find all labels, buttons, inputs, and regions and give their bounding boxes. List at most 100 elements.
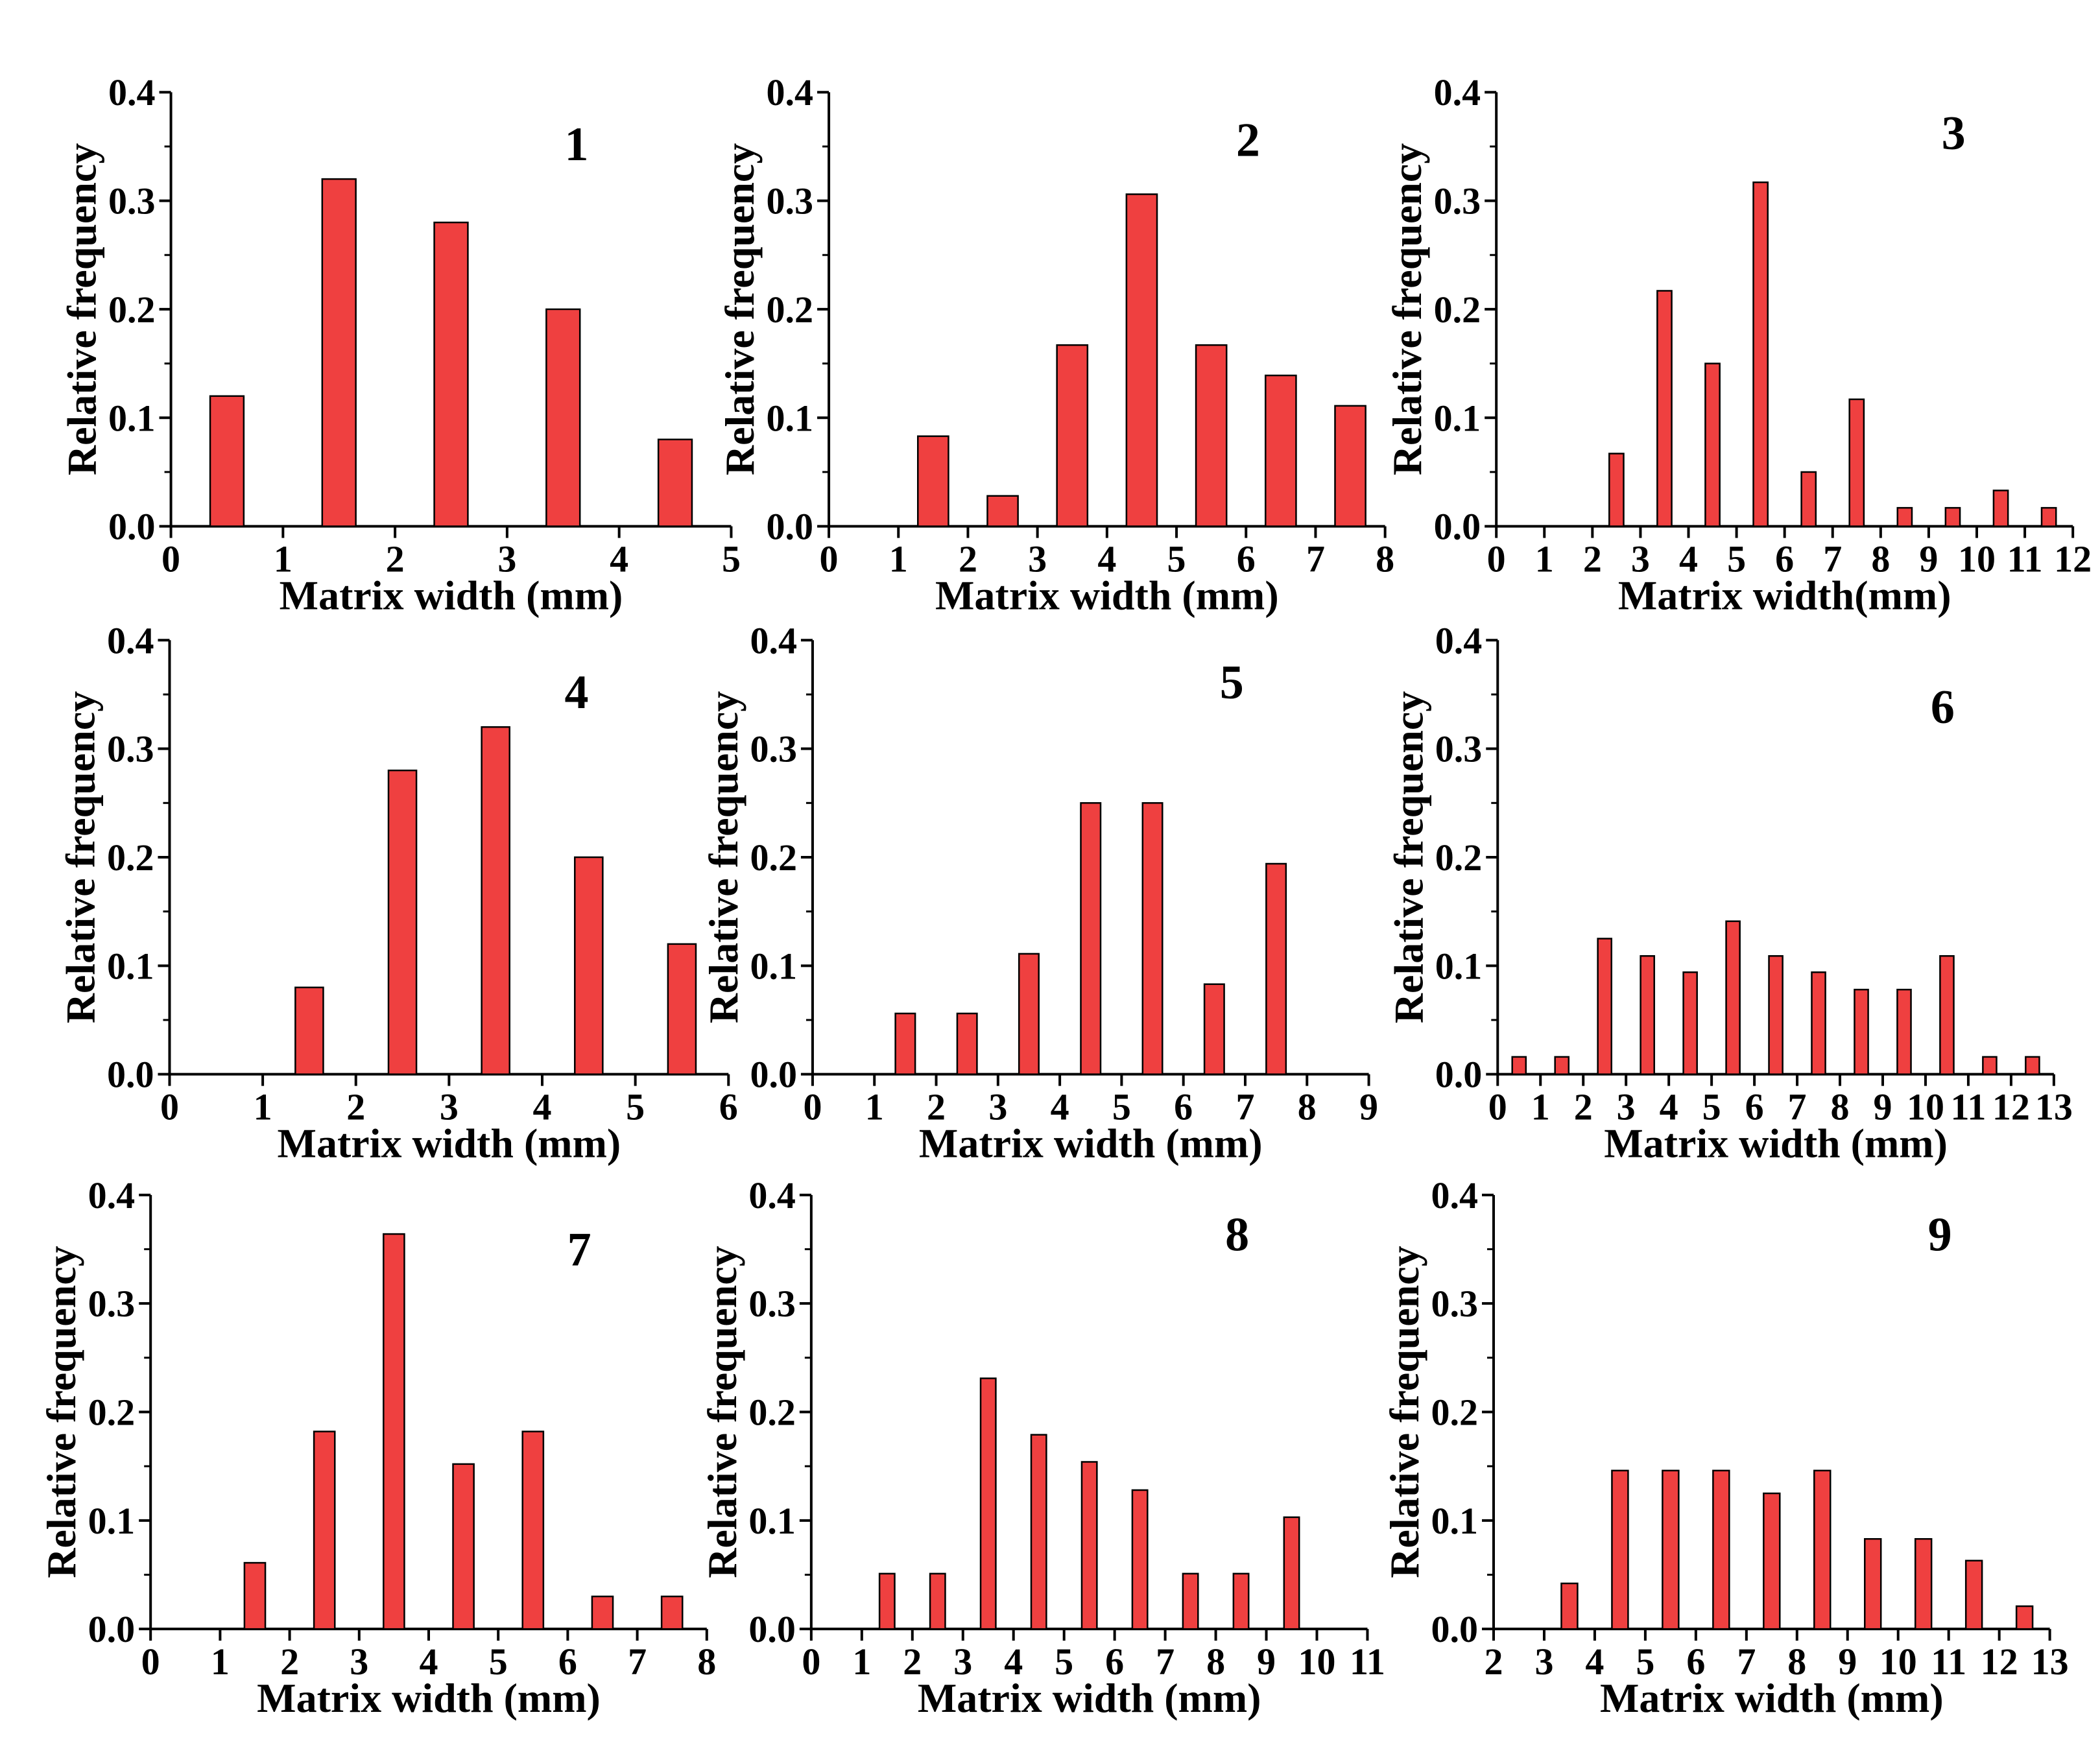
bar <box>1939 955 1955 1075</box>
bar <box>1982 1056 1998 1075</box>
x-tick-label: 4 <box>1679 538 1698 580</box>
bar <box>2025 1056 2040 1075</box>
bar <box>209 395 245 527</box>
x-tick-label: 2 <box>280 1641 299 1683</box>
x-tick-label: 3 <box>1028 538 1047 580</box>
x-tick-label: 1 <box>889 538 908 580</box>
y-tick-label: 0.2 <box>767 289 814 331</box>
y-tick-label: 0.2 <box>1435 836 1483 879</box>
panel-number: 5 <box>1220 656 1244 709</box>
y-tick-label: 0.1 <box>107 945 154 987</box>
x-axis-label: Matrix width (mm) <box>257 1675 601 1721</box>
bar <box>660 1595 684 1630</box>
bar <box>1656 290 1673 527</box>
y-tick-label: 0.1 <box>88 1500 136 1542</box>
bar <box>917 435 949 527</box>
x-tick-label: 1 <box>865 1086 884 1128</box>
x-tick-label: 1 <box>1531 1086 1550 1128</box>
y-axis-label: Relative frequency <box>700 691 746 1023</box>
bar <box>1283 1516 1300 1630</box>
x-tick-label: 4 <box>1051 1086 1069 1128</box>
x-tick-label: 5 <box>1727 538 1746 580</box>
bar <box>1611 1469 1629 1630</box>
x-tick-label: 5 <box>489 1641 508 1683</box>
panel-number: 8 <box>1225 1209 1249 1262</box>
bar <box>1896 988 1912 1075</box>
y-tick-label: 0.4 <box>107 619 154 661</box>
bar <box>1030 1434 1047 1630</box>
y-tick-label: 0.1 <box>1434 397 1481 439</box>
y-tick-label: 0.1 <box>1431 1500 1478 1542</box>
bar <box>383 1233 405 1630</box>
chart-panel-4: 0.0 0.1 0.2 0.3 0.4 0 1 2 3 4 5 6 Matrix width (mm) R… <box>57 619 737 1166</box>
y-tick-label: 0.2 <box>1431 1391 1478 1433</box>
x-tick-label: 9 <box>1919 538 1938 580</box>
x-tick-label: 7 <box>1235 1086 1254 1128</box>
y-tick-label: 0.0 <box>750 1054 797 1096</box>
x-axis-label: Matrix width (mm) <box>278 1120 621 1167</box>
x-tick-label: 9 <box>1874 1086 1892 1128</box>
bar <box>1914 1538 1933 1630</box>
x-tick-label: 4 <box>419 1641 438 1683</box>
x-tick-label: 3 <box>1631 538 1650 580</box>
y-tick-label: 0.2 <box>1434 289 1481 331</box>
x-tick-label: 4 <box>1585 1641 1604 1683</box>
x-tick-label: 3 <box>1617 1086 1636 1128</box>
x-tick-label: 3 <box>953 1641 972 1683</box>
bar <box>1195 344 1228 527</box>
x-tick-label: 0 <box>141 1641 160 1683</box>
x-axis-label: Matrix width (mm) <box>1600 1675 1944 1721</box>
y-axis-label: Relative frequency <box>38 1246 84 1578</box>
y-axis-label: Relative frequency <box>699 1246 745 1578</box>
y-tick-label: 0.4 <box>1434 71 1481 113</box>
bar <box>929 1572 946 1630</box>
bar <box>521 1430 545 1630</box>
x-tick-label: 0 <box>802 1641 820 1683</box>
bar <box>1682 971 1698 1075</box>
y-tick-label: 0.1 <box>750 945 797 987</box>
x-tick-label: 6 <box>558 1641 577 1683</box>
x-tick-label: 3 <box>988 1086 1007 1128</box>
y-tick-label: 0.4 <box>748 1174 796 1216</box>
bar <box>1182 1572 1199 1630</box>
y-tick-label: 0.0 <box>1434 506 1481 548</box>
y-tick-label: 0.1 <box>748 1500 796 1542</box>
bar <box>1768 955 1784 1075</box>
bar <box>1265 862 1287 1075</box>
y-tick-label: 0.2 <box>88 1391 136 1433</box>
x-axis-label: Matrix width (mm) <box>1604 1120 1948 1167</box>
x-tick-label: 0 <box>161 538 180 580</box>
x-tick-label: 12 <box>1992 1086 2030 1128</box>
x-tick-label: 8 <box>1787 1641 1806 1683</box>
y-tick-label: 0.3 <box>1435 728 1483 770</box>
bar <box>1080 1461 1098 1630</box>
x-tick-label: 1 <box>254 1086 272 1128</box>
x-tick-label: 1 <box>211 1641 230 1683</box>
x-tick-label: 7 <box>1306 538 1325 580</box>
y-tick-label: 0.3 <box>1431 1283 1478 1325</box>
x-tick-label: 3 <box>1534 1641 1553 1683</box>
x-tick-label: 8 <box>1206 1641 1225 1683</box>
chart-panel-1: 0.0 0.1 0.2 0.3 0.4 0 1 2 3 4 5 Matrix width (mm) Re… <box>59 71 741 618</box>
x-tick-label: 10 <box>1907 1086 1944 1128</box>
y-tick-label: 0.4 <box>88 1174 136 1216</box>
x-tick-label: 11 <box>2007 538 2043 580</box>
bar <box>986 495 1019 527</box>
y-tick-label: 0.0 <box>748 1608 796 1650</box>
x-tick-label: 4 <box>1097 538 1116 580</box>
x-tick-label: 4 <box>1660 1086 1678 1128</box>
y-tick-label: 0.4 <box>108 71 156 113</box>
bar <box>1018 953 1040 1075</box>
x-tick-label: 6 <box>1775 538 1794 580</box>
bar <box>2015 1605 2034 1630</box>
bar <box>1811 971 1826 1075</box>
y-tick-label: 0.4 <box>1431 1174 1478 1216</box>
x-tick-label: 5 <box>1112 1086 1131 1128</box>
x-tick-label: 1 <box>852 1641 871 1683</box>
bar <box>481 726 510 1075</box>
x-axis-label: Matrix width (mm) <box>935 573 1279 619</box>
x-tick-label: 10 <box>1298 1641 1336 1683</box>
bar <box>452 1463 475 1630</box>
